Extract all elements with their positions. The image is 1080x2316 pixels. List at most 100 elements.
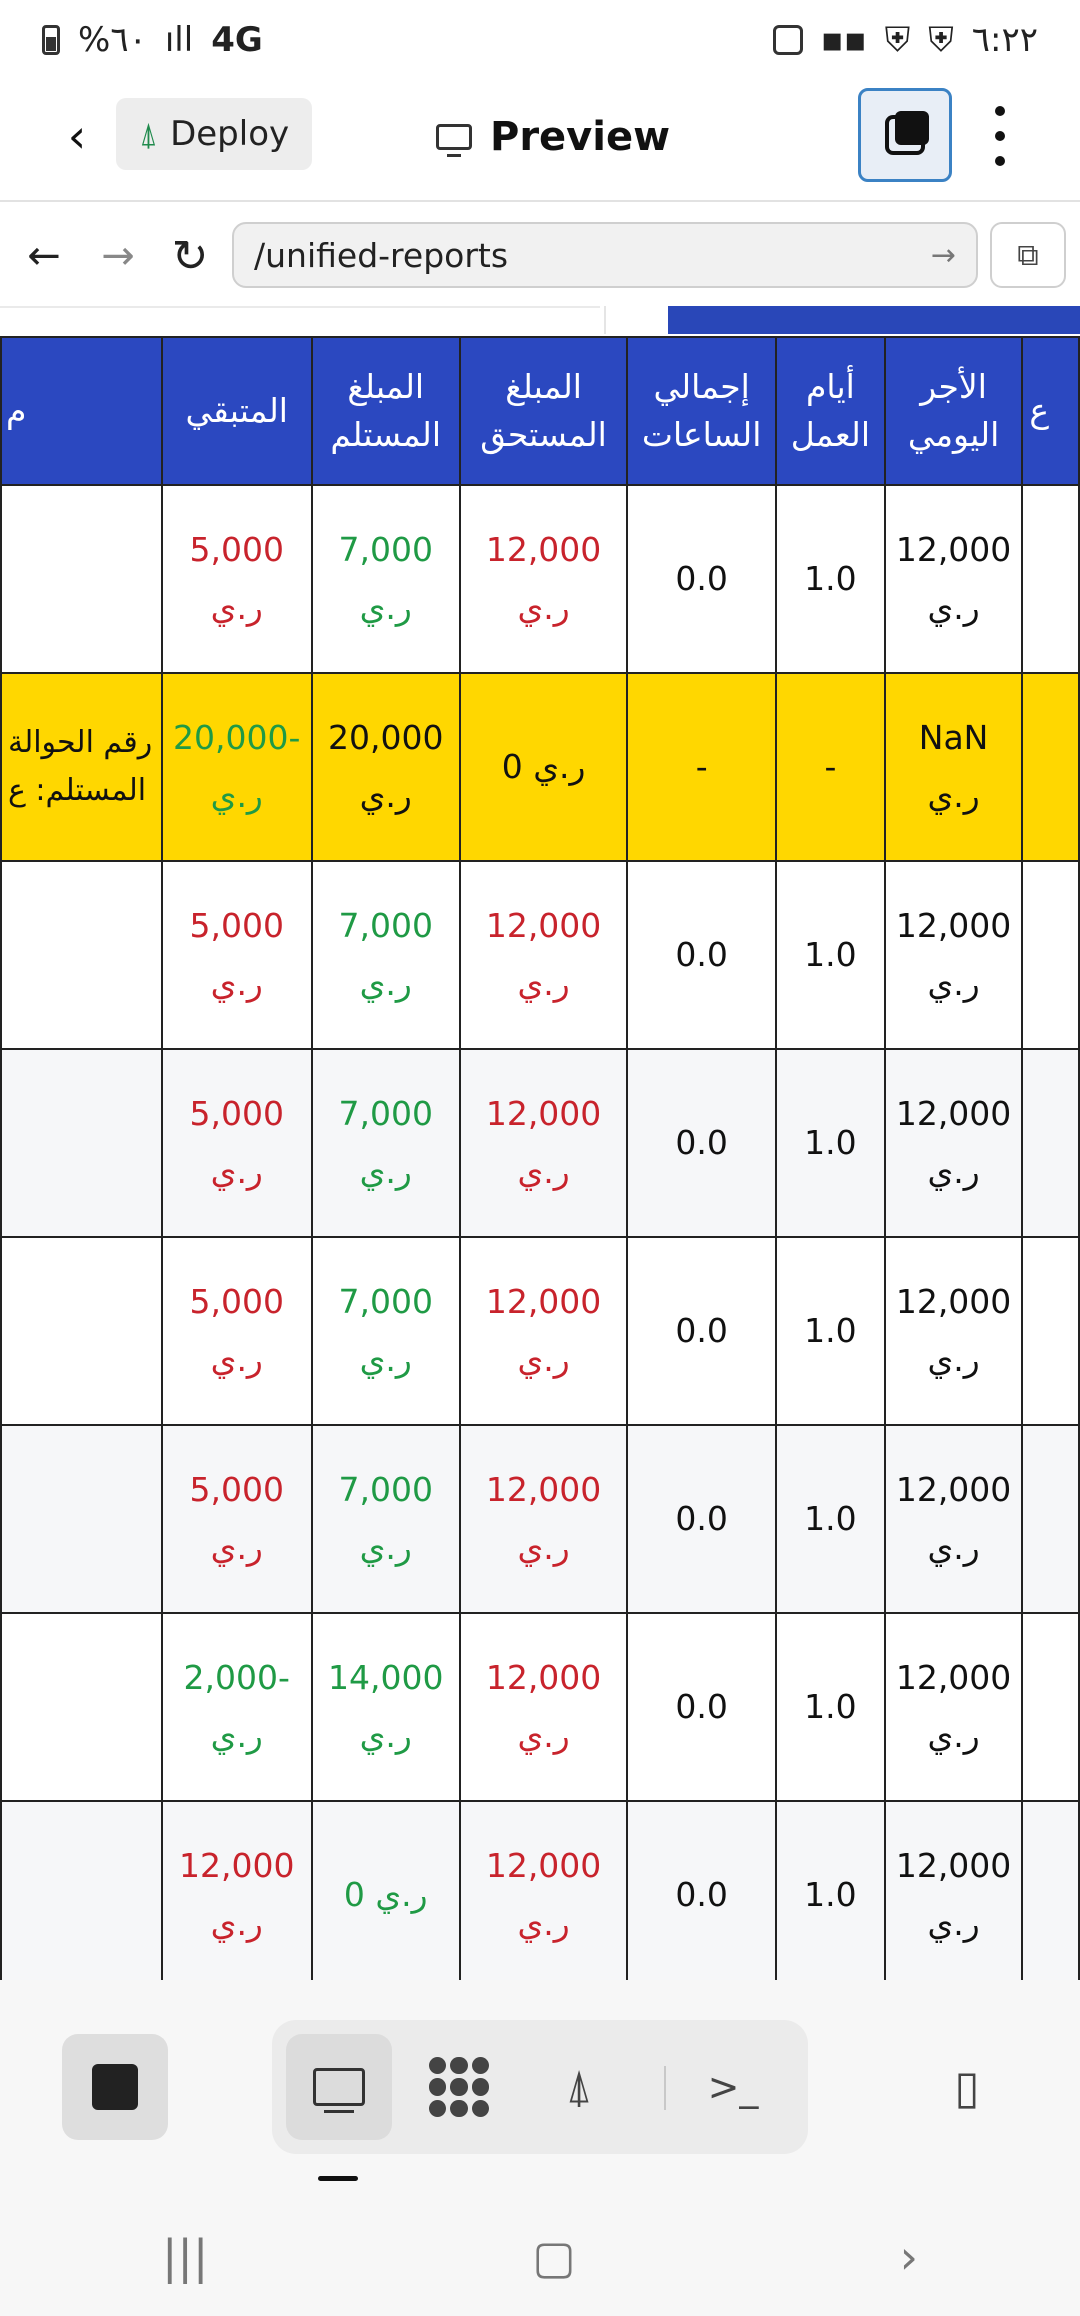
url-bar[interactable]: /unified-reports → [232,222,978,288]
deploy-button[interactable]: ⍋ Deploy [116,98,312,170]
tab-terminal[interactable]: >_ [680,2034,786,2140]
more-options-button[interactable] [980,106,1020,166]
cell-daily: 12,000 ر.ي [883,1612,1024,1802]
table-row[interactable]: 2,000- ر.ي 14,000 ر.ي 12,000 ر.ي 0.0 1.0 12… [0,1612,1080,1802]
status-bar: %٦٠ ıll 4G ▪▪ ⛨ ⛨ ٦:٢٢ [0,0,1080,80]
cell-partial [1021,1612,1080,1802]
cell-days: 1.0 [775,484,886,674]
cell-due: 12,000 ر.ي [458,484,629,674]
divider [604,306,670,334]
deploy-icon: ⍋ [565,2059,593,2113]
cell-due: 12,000 ر.ي [458,860,629,1050]
cell-daily: 12,000 ر.ي [883,484,1024,674]
active-tab-indicator [318,2176,358,2181]
stop-icon [92,2064,138,2110]
cell-received: 7,000 ر.ي [310,484,461,674]
cell-days: 1.0 [775,1800,886,1980]
cell-due: 12,000 ر.ي [458,1612,629,1802]
deploy-label: Deploy [170,114,290,154]
arrow-right-icon: → [101,233,135,279]
app-toolbar: ‹ ⍋ Deploy Preview [0,80,1080,202]
table-row[interactable]: 5,000 ر.ي 7,000 ر.ي 12,000 ر.ي 0.0 1.0 12,0… [0,484,1080,674]
back-button[interactable]: ‹ [52,108,102,164]
tab-apps[interactable] [406,2034,512,2140]
header-remaining[interactable]: المتبقي [160,336,313,486]
tab-preview[interactable] [286,2034,392,2140]
page-content: م المتبقي المبلغ المستلم المبلغ المستحق … [0,306,1080,1980]
terminal-icon: >_ [707,2065,759,2109]
cell-due: 12,000 ر.ي [458,1424,629,1614]
status-right: ▪▪ ⛨ ⛨ ٦:٢٢ [772,20,1038,60]
header-partial-left: م [0,336,163,486]
cell-days: 1.0 [775,1612,886,1802]
reload-button[interactable]: ↻ [162,228,218,284]
stop-button[interactable] [62,2034,168,2140]
monitor-icon [313,2068,365,2113]
panel-icon: ▯ [954,2060,980,2114]
cell-remaining: 12,000 ر.ي [160,1800,313,1980]
divider [664,2066,666,2110]
report-table: م المتبقي المبلغ المستلم المبلغ المستحق … [0,336,1080,1980]
status-left: %٦٠ ıll 4G [42,20,263,60]
cell-hours: - [626,672,778,862]
cell-note [0,1048,163,1238]
panel-toggle-button[interactable]: ▯ [914,2034,1020,2140]
preview-label: Preview [490,114,671,160]
cell-remaining: 5,000 ر.ي [160,1048,313,1238]
cell-partial [1021,1800,1080,1980]
home-icon[interactable]: ▢ [532,2230,576,2284]
header-received[interactable]: المبلغ المستلم [310,336,461,486]
cell-remaining: 5,000 ر.ي [160,1424,313,1614]
battery-icon [42,25,60,55]
table-row[interactable]: 5,000 ر.ي 7,000 ر.ي 12,000 ر.ي 0.0 1.0 12,0… [0,1424,1080,1614]
cell-daily: 12,000 ر.ي [883,860,1024,1050]
header-daily[interactable]: الأجر اليومي [883,336,1024,486]
cell-days: 1.0 [775,860,886,1050]
cell-hours: 0.0 [626,1048,778,1238]
table-row[interactable]: 5,000 ر.ي 7,000 ر.ي 12,000 ر.ي 0.0 1.0 12,0… [0,860,1080,1050]
cell-hours: 0.0 [626,1424,778,1614]
cell-note [0,1236,163,1426]
header-due[interactable]: المبلغ المستحق [458,336,629,486]
shield-icon: ⛨ [884,20,911,60]
blue-header-strip [668,306,1080,334]
signal-icon: ıll [164,20,194,60]
header-days[interactable]: أيام العمل [775,336,886,486]
cell-note [0,1612,163,1802]
header-hours[interactable]: إجمالي الساعات [626,336,778,486]
layers-button[interactable] [858,88,952,182]
cell-partial [1021,484,1080,674]
cell-remaining: 2,000- ر.ي [160,1612,313,1802]
cell-remaining: 5,000 ر.ي [160,1236,313,1426]
table-row-highlighted[interactable]: رقم الحوالة المستلم: ع 20,000- ر.ي 20,000 ر… [0,672,1080,862]
cell-hours: 0.0 [626,1612,778,1802]
cell-note: رقم الحوالة المستلم: ع [0,672,163,862]
url-text: /unified-reports [254,235,509,275]
cell-partial [1021,672,1080,862]
cell-due: 12,000 ر.ي [458,1048,629,1238]
cell-due: 0 ر.ي [458,672,629,862]
monitor-icon [436,124,472,157]
tab-deploy[interactable]: ⍋ [526,2034,632,2140]
nav-forward-button[interactable]: → [90,228,146,284]
open-external-button[interactable]: ⧉ [990,222,1066,288]
deploy-icon: ⍋ [138,114,159,153]
recent-apps-icon[interactable]: ||| [161,2230,209,2284]
divider [0,306,600,308]
table-row[interactable]: 5,000 ر.ي 7,000 ر.ي 12,000 ر.ي 0.0 1.0 12,0… [0,1048,1080,1238]
go-arrow-icon[interactable]: → [930,237,956,273]
apps-grid-icon [429,2057,489,2117]
cell-remaining: 5,000 ر.ي [160,860,313,1050]
cell-note [0,860,163,1050]
nav-back-button[interactable]: ← [16,228,72,284]
status-time: ٦:٢٢ [971,20,1038,60]
cell-due: 12,000 ر.ي [458,1800,629,1980]
back-icon[interactable]: › [899,2230,919,2284]
external-link-icon: ⧉ [1017,237,1039,273]
table-row[interactable]: 5,000 ر.ي 7,000 ر.ي 12,000 ر.ي 0.0 1.0 12,0… [0,1236,1080,1426]
layers-icon [885,111,929,155]
cell-received: 0 ر.ي [310,1800,461,1980]
view-tab-group: ⍋ >_ [272,2020,808,2154]
table-row[interactable]: 12,000 ر.ي 0 ر.ي 12,000 ر.ي 0.0 1.0 12,000… [0,1800,1080,1980]
cell-received: 14,000 ر.ي [310,1612,461,1802]
